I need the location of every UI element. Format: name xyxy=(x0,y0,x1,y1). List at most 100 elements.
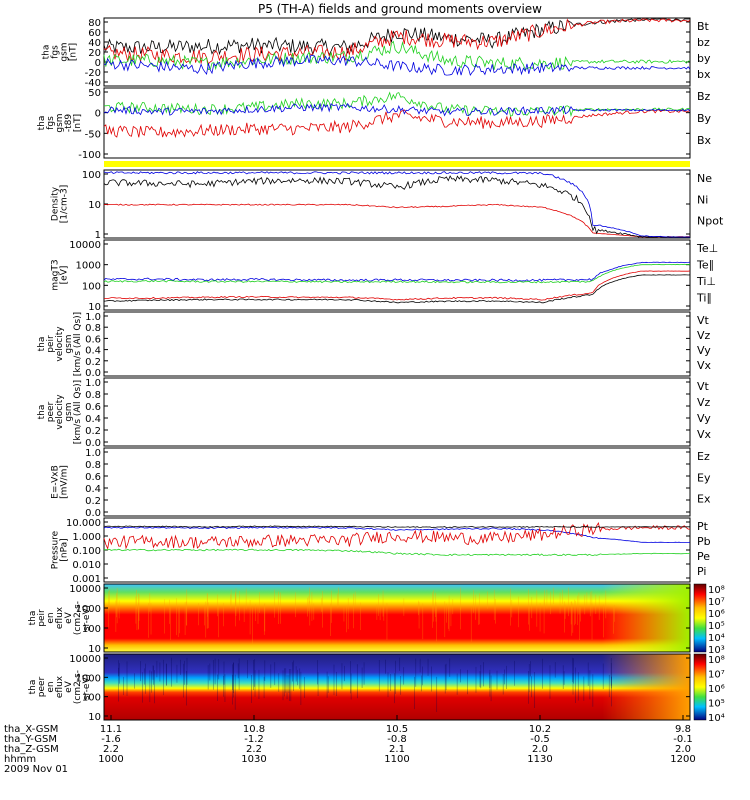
temp-legend-Te⊥: Te⊥ xyxy=(696,242,718,255)
fgs_dsl-series-Bz xyxy=(103,109,691,139)
peer_spec-ylabel: eV xyxy=(64,680,74,693)
x-tick-label: 1100 xyxy=(384,754,409,765)
peir_spec-colorbar-label: 10⁵ xyxy=(708,621,725,632)
density-ytick-label: 1 xyxy=(95,230,101,241)
temp-legend-Te∥: Te∥ xyxy=(696,259,714,272)
peer_vel-ytick-label: 0.6 xyxy=(85,402,101,413)
evxb-frame xyxy=(103,447,691,517)
peer_spec-ylabel: (cm2-s- xyxy=(73,670,83,704)
peir_spec-ylabel: en xyxy=(46,612,56,623)
fgs-legend-bz: bz xyxy=(697,36,710,49)
density-ylabel: [1/cm-3] xyxy=(60,185,70,223)
peer_spec-colorbar-label: 10⁷ xyxy=(708,670,725,681)
fgs-ytick-label: 0 xyxy=(95,58,101,69)
temp-legend-Ti⊥: Ti⊥ xyxy=(696,275,716,288)
pressure-series-Pi xyxy=(103,526,691,543)
plot-title: P5 (TH-A) fields and ground moments over… xyxy=(258,2,542,16)
peir_spec-spectrogram xyxy=(104,584,690,652)
fgs_dsl-ylabel: fgs xyxy=(46,116,56,130)
temp-series-Ti⊥ xyxy=(103,263,691,284)
evxb-ytick-label: 0.4 xyxy=(85,484,101,495)
plot-date: 2009 Nov 01 xyxy=(4,764,68,775)
peer_spec-ylabel: sr-eV) xyxy=(82,674,92,700)
peir_vel-ylabel: [km/s (All Qs)] xyxy=(73,312,83,376)
flag-bar xyxy=(104,161,690,167)
x-tick-label: 1030 xyxy=(241,754,266,765)
peir_spec-ylabel: eflux xyxy=(55,606,65,629)
density-ytick-label: 100 xyxy=(82,170,101,181)
fgs-legend-bx: bx xyxy=(697,68,711,81)
fgs-ylabel: gsm xyxy=(60,42,70,61)
density-series-Ni xyxy=(103,175,690,238)
peer_vel-legend-Vy: Vy xyxy=(697,412,711,425)
pressure-legend-Pt: Pt xyxy=(697,520,709,533)
orbit-value: -0.5 xyxy=(530,734,550,745)
pressure-legend-Pe: Pe xyxy=(697,550,710,563)
fgs-ylabel: [nT] xyxy=(69,43,79,61)
orbit-value: -1.6 xyxy=(101,734,121,745)
peer_vel-ytick-label: 0.8 xyxy=(85,390,101,401)
orbit-value: 10.5 xyxy=(386,724,408,735)
evxb-ylabel: E=-VxB xyxy=(51,465,61,499)
density-ytick-label: 10 xyxy=(88,200,101,211)
fgs-ytick-label: 40 xyxy=(88,38,101,49)
fgs_dsl-ytick-label: -100 xyxy=(78,150,101,161)
peer_spec-ytick-label: 10 xyxy=(88,712,101,723)
x-tick-label: 1000 xyxy=(98,754,123,765)
pressure-legend-Pi: Pi xyxy=(697,565,706,578)
evxb-ytick-label: 0.0 xyxy=(85,508,101,519)
peer_vel-ylabel: tha xyxy=(37,405,47,420)
pressure-ylabel: Pressure xyxy=(51,530,61,569)
fgs_dsl-frame xyxy=(103,87,691,159)
peer_vel-ytick-label: 0.2 xyxy=(85,426,101,437)
temp-ytick-label: 1000 xyxy=(76,261,101,272)
temp-ytick-label: 100 xyxy=(82,281,101,292)
evxb-legend-Ey: Ey xyxy=(697,471,711,484)
peer_spec-colorbar-label: 10⁵ xyxy=(708,699,725,710)
orbit-value: -0.1 xyxy=(673,734,693,745)
peer_spec-ylabel: eflux xyxy=(55,675,65,698)
fgs_dsl-series-Bx xyxy=(103,102,691,117)
density-frame xyxy=(103,169,691,239)
peer_spec-edge xyxy=(602,654,690,720)
pressure-ytick-label: 0.001 xyxy=(72,574,101,585)
pressure-series-Pb xyxy=(103,521,690,550)
fgs_dsl-ylabel: gsm xyxy=(55,113,65,132)
fgs_dsl-ytick-label: 0 xyxy=(95,109,101,120)
peir_vel-ylabel: peir xyxy=(46,335,56,353)
peir_spec-edge xyxy=(602,584,690,652)
peer_vel-legend-Vt: Vt xyxy=(697,380,710,393)
density-legend-Npot: Npot xyxy=(697,215,724,228)
temp-ytick-label: 10 xyxy=(88,302,101,313)
peir_vel-ylabel: velocity xyxy=(55,326,65,362)
peir_spec-ytick-label: 100 xyxy=(82,624,101,635)
peer_vel-ylabel: peer xyxy=(46,401,56,422)
peer_spec-ylabel: peer xyxy=(37,676,47,697)
fgs_dsl-ylabel: [nT] xyxy=(73,114,83,132)
pressure-legend-Pb: Pb xyxy=(697,535,711,548)
evxb-ytick-label: 1.0 xyxy=(85,448,101,459)
fgs-ylabel: fgs xyxy=(51,45,61,59)
peer_vel-legend-Vx: Vx xyxy=(697,428,712,441)
peer_spec-ytick-label: 1000 xyxy=(76,673,101,684)
peir_spec-colorbar-label: 10³ xyxy=(708,645,725,656)
temp-series-Te∥ xyxy=(103,274,691,304)
density-ylabel: Density xyxy=(51,186,61,221)
orbit-row-label: tha_Z-GSM xyxy=(4,744,59,755)
peer_vel-ytick-label: 0.4 xyxy=(85,414,101,425)
orbit-value: 2.1 xyxy=(389,744,405,755)
orbit-value: 2.0 xyxy=(675,744,691,755)
x-tick-label: 1200 xyxy=(670,754,695,765)
orbit-value: 9.8 xyxy=(675,724,691,735)
density-legend-Ne: Ne xyxy=(697,172,712,185)
fgs-ylabel: tha xyxy=(42,45,52,60)
fgs-ytick-label: 20 xyxy=(88,48,101,59)
density-legend-Ni: Ni xyxy=(697,193,708,206)
peir_spec-colorbar-label: 10⁸ xyxy=(708,585,725,596)
peir_spec-ylabel: peir xyxy=(37,609,47,627)
peer_spec-ylabel: tha xyxy=(28,680,38,695)
peir_spec-ylabel: (cm2-s- xyxy=(73,601,83,635)
peir_spec-colorbar-label: 10⁷ xyxy=(708,597,725,608)
peir_vel-legend-Vt: Vt xyxy=(697,314,710,327)
